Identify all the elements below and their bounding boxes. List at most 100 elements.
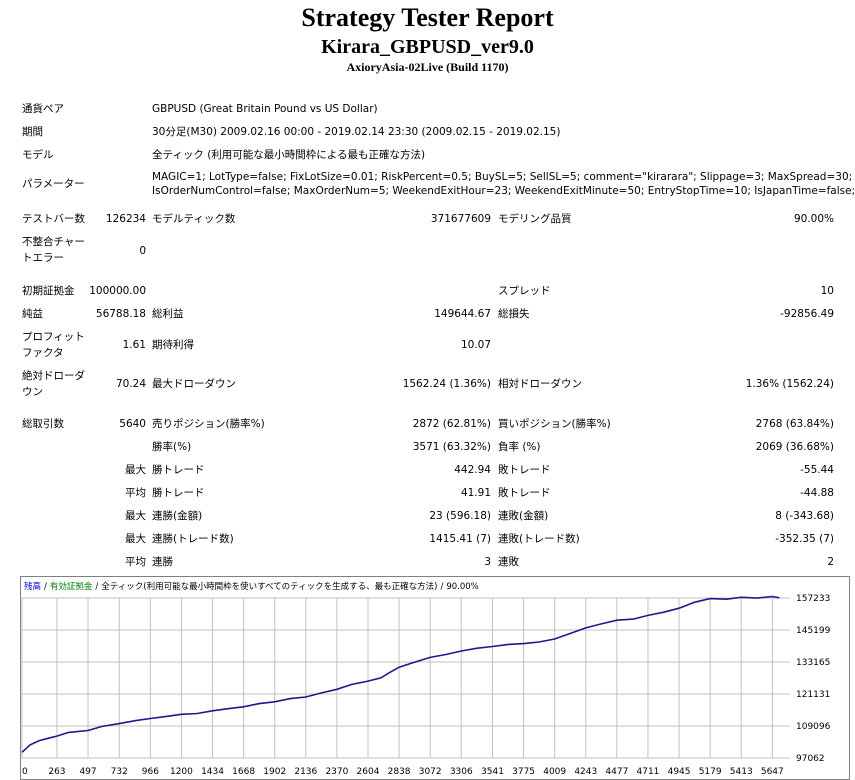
avg-consecutive-label: 平均 bbox=[125, 556, 146, 568]
largest-label: 最大 bbox=[125, 464, 146, 476]
legend-balance: 残高 bbox=[24, 581, 41, 592]
x-tick-label: 4477 bbox=[605, 767, 628, 777]
symbol-label: 通貨ペア bbox=[22, 103, 64, 115]
x-tick-label: 2838 bbox=[388, 767, 411, 777]
legend-equity: 有効証拠金 bbox=[50, 581, 93, 592]
symbol-value: GBPUSD (Great Britain Pound vs US Dollar… bbox=[152, 103, 378, 115]
average-win-value: 41.91 bbox=[460, 487, 491, 499]
x-tick-label: 3072 bbox=[419, 767, 442, 777]
period-label: 期間 bbox=[22, 126, 43, 138]
balance-chart: 残高 / 有効証拠金 / 全ティック(利用可能な最小時間枠を使いすべてのティックを生成す… bbox=[20, 576, 850, 780]
params-label: パラメーター bbox=[22, 178, 85, 190]
x-tick-label: 966 bbox=[142, 767, 159, 777]
largest-loss-label: 敗トレード bbox=[498, 464, 551, 476]
period-value: 30分足(M30) 2009.02.16 00:00 - 2019.02.14 … bbox=[152, 126, 561, 138]
avg-consecutive-losses-label: 連敗 bbox=[498, 556, 519, 568]
x-tick-label: 0 bbox=[22, 767, 28, 777]
x-tick-label: 4243 bbox=[574, 767, 597, 777]
max-drawdown-label: 最大ドローダウン bbox=[152, 378, 236, 390]
y-tick-label: 157233 bbox=[796, 594, 830, 604]
x-tick-label: 3541 bbox=[481, 767, 504, 777]
legend-separator-3: / bbox=[440, 582, 443, 592]
params-line-1: MAGIC=1; LotType=false; FixLotSize=0.01;… bbox=[152, 171, 853, 183]
x-tick-label: 3775 bbox=[512, 767, 535, 777]
loss-rate-value: 2069 (36.68%) bbox=[755, 441, 834, 453]
deposit-label: 初期証拠金 bbox=[22, 285, 75, 297]
win-rate-value: 3571 (63.32%) bbox=[412, 441, 491, 453]
x-tick-label: 1902 bbox=[263, 767, 286, 777]
largest-loss-value: -55.44 bbox=[800, 464, 834, 476]
x-tick-label: 5179 bbox=[699, 767, 722, 777]
x-tick-label: 732 bbox=[111, 767, 128, 777]
params-line-2: IsOrderNumControl=false; MaxOrderNum=5; … bbox=[152, 185, 855, 197]
spread-value: 10 bbox=[820, 285, 834, 297]
x-tick-label: 497 bbox=[79, 767, 96, 777]
average-label: 平均 bbox=[125, 487, 146, 499]
mismatch-label-1: 不整合チャー bbox=[22, 236, 85, 248]
max-consecutive-count-label: 最大 bbox=[125, 533, 146, 545]
avg-consecutive-wins-value: 3 bbox=[484, 556, 491, 568]
average-loss-label: 敗トレード bbox=[498, 487, 551, 499]
consecutive-wins-money-label: 連勝(金額) bbox=[152, 510, 203, 522]
avg-consecutive-losses-value: 2 bbox=[827, 556, 834, 568]
x-tick-label: 3306 bbox=[450, 767, 473, 777]
ticks-value: 371677609 bbox=[430, 213, 491, 225]
report-title: Strategy Tester Report bbox=[301, 3, 554, 32]
model-value: 全ティック (利用可能な最小時間枠による最も正確な方法) bbox=[152, 149, 426, 161]
profit-factor-label-2: ファクタ bbox=[22, 347, 64, 359]
ticks-label: モデルティック数 bbox=[152, 213, 236, 225]
x-axis-ticks: 0 263 497 732 966 1200 1434 1668 1902 2136 2370 260… bbox=[22, 767, 784, 777]
chart-frame bbox=[20, 576, 850, 780]
consecutive-wins-trades-value: 1415.41 (7) bbox=[429, 533, 491, 545]
chart-grid bbox=[21, 597, 790, 759]
model-label: モデル bbox=[22, 149, 54, 161]
avg-consecutive-wins-label: 連勝 bbox=[152, 556, 173, 568]
max-drawdown-value: 1562.24 (1.36%) bbox=[402, 378, 491, 390]
x-tick-label: 2370 bbox=[325, 767, 348, 777]
x-tick-label: 5647 bbox=[761, 767, 784, 777]
x-tick-label: 1434 bbox=[201, 767, 224, 777]
max-consecutive-label: 最大 bbox=[125, 510, 146, 522]
rel-drawdown-label: 相対ドローダウン bbox=[498, 378, 582, 390]
bars-label: テストバー数 bbox=[22, 213, 85, 225]
consecutive-losses-trades-label: 連敗(トレード数) bbox=[498, 533, 580, 545]
mismatch-label-2: トエラー bbox=[22, 252, 64, 264]
legend-separator-1: / bbox=[44, 582, 47, 592]
y-tick-label: 145199 bbox=[796, 626, 831, 636]
x-tick-label: 263 bbox=[48, 767, 65, 777]
mismatch-value: 0 bbox=[139, 245, 146, 257]
x-tick-label: 1200 bbox=[170, 767, 193, 777]
loss-rate-label: 負率 (%) bbox=[498, 441, 541, 453]
balance-line bbox=[21, 595, 780, 753]
bars-value: 126234 bbox=[105, 213, 146, 225]
x-tick-label: 1668 bbox=[232, 767, 255, 777]
long-positions-label: 買いポジション(勝率%) bbox=[498, 418, 611, 430]
largest-win-label: 勝トレード bbox=[152, 464, 205, 476]
chart-legend: 残高 / 有効証拠金 / 全ティック(利用可能な最小時間枠を使いすべてのティックを生成す… bbox=[24, 581, 479, 592]
legend-model: 全ティック(利用可能な最小時間枠を使いすべてのティックを生成する、最も正確な方法… bbox=[101, 581, 437, 592]
average-win-label: 勝トレード bbox=[152, 487, 205, 499]
legend-separator-2: / bbox=[95, 582, 98, 592]
long-positions-value: 2768 (63.84%) bbox=[755, 418, 834, 430]
quality-value: 90.00% bbox=[793, 213, 834, 225]
x-tick-label: 5413 bbox=[730, 767, 753, 777]
profit-factor-label-1: プロフィット bbox=[22, 331, 85, 343]
quality-label: モデリング品質 bbox=[498, 213, 572, 225]
x-tick-label: 4945 bbox=[668, 767, 691, 777]
consecutive-losses-money-value: 8 (-343.68) bbox=[775, 510, 834, 522]
y-tick-label: 97062 bbox=[796, 754, 825, 764]
total-trades-label: 総取引数 bbox=[22, 418, 64, 430]
y-axis-ticks: 97062 109096 121131 133165 145199 157233 bbox=[796, 594, 831, 764]
expected-payoff-value: 10.07 bbox=[460, 339, 491, 351]
spread-label: スプレッド bbox=[498, 285, 551, 297]
total-trades-value: 5640 bbox=[119, 418, 146, 430]
gross-profit-value: 149644.67 bbox=[434, 308, 491, 320]
net-profit-label: 純益 bbox=[22, 308, 43, 320]
largest-win-value: 442.94 bbox=[454, 464, 491, 476]
expert-name: Kirara_GBPUSD_ver9.0 bbox=[321, 36, 534, 58]
net-profit-value: 56788.18 bbox=[95, 308, 146, 320]
x-tick-label: 4009 bbox=[543, 767, 566, 777]
deposit-value: 100000.00 bbox=[89, 285, 146, 297]
short-positions-label: 売りポジション(勝率%) bbox=[152, 418, 265, 430]
legend-quality: 90.00% bbox=[446, 582, 478, 592]
